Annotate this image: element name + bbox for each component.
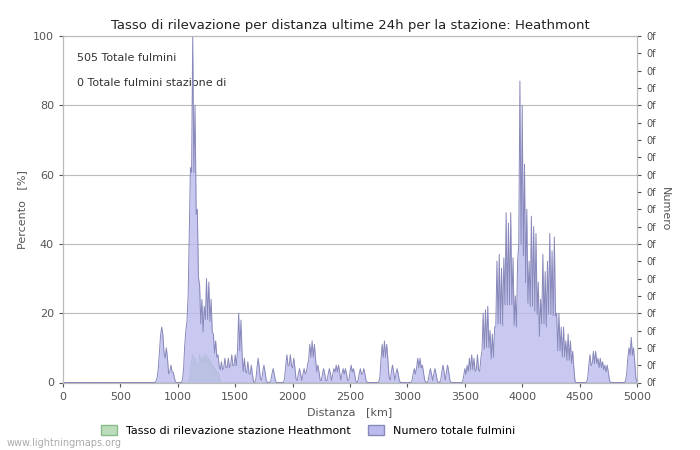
Text: www.lightningmaps.org: www.lightningmaps.org	[7, 438, 122, 448]
Text: 0 Totale fulmini stazione di: 0 Totale fulmini stazione di	[77, 77, 227, 88]
Y-axis label: Numero: Numero	[659, 187, 669, 231]
Title: Tasso di rilevazione per distanza ultime 24h per la stazione: Heathmont: Tasso di rilevazione per distanza ultime…	[111, 19, 589, 32]
Text: 505 Totale fulmini: 505 Totale fulmini	[77, 53, 176, 63]
X-axis label: Distanza   [km]: Distanza [km]	[307, 407, 393, 417]
Legend: Tasso di rilevazione stazione Heathmont, Numero totale fulmini: Tasso di rilevazione stazione Heathmont,…	[96, 420, 520, 440]
Y-axis label: Percento   [%]: Percento [%]	[18, 170, 27, 249]
